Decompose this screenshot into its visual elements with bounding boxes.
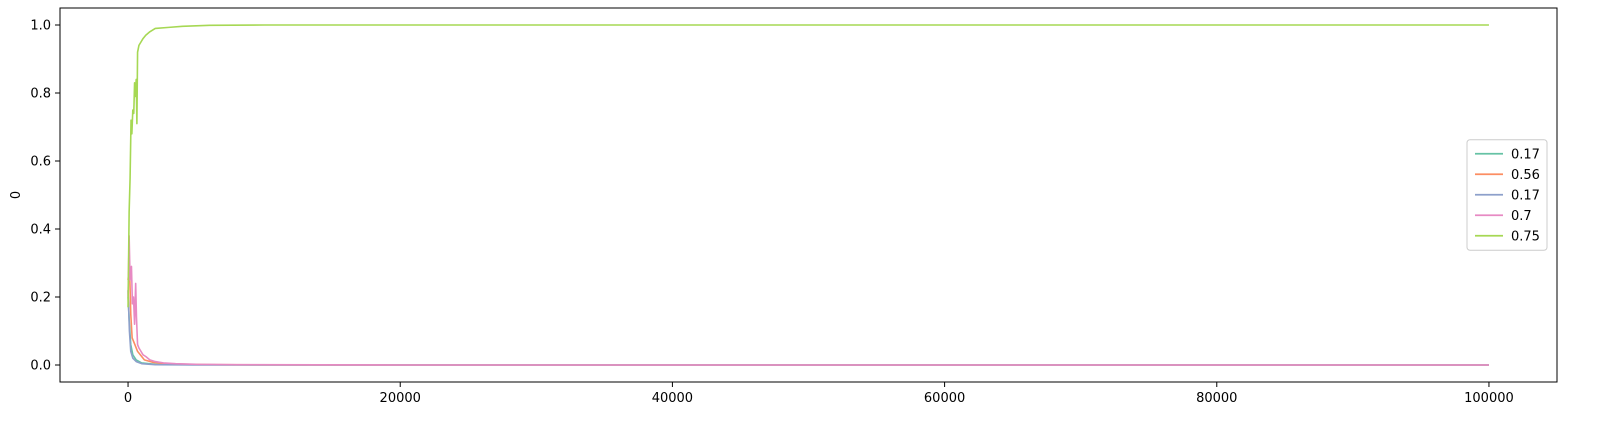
series-line-1	[127, 262, 1489, 366]
series-line-4	[127, 24, 1489, 308]
y-axis-label: 0	[9, 191, 24, 199]
legend-box	[1466, 139, 1548, 251]
axes-frame	[59, 7, 1558, 383]
legend-label: 0.17	[1511, 188, 1540, 203]
y-tick-label: 0.2	[30, 291, 51, 306]
series-line-0	[127, 296, 1489, 366]
series-line-2	[127, 290, 1489, 366]
plot-lines	[127, 24, 1489, 366]
x-tick-label: 100000	[1464, 391, 1514, 406]
legend-label: 0.7	[1511, 209, 1532, 224]
y-tick-label: 0.0	[30, 359, 51, 374]
legend-label: 0.17	[1511, 147, 1540, 162]
y-tick-label: 0.6	[30, 155, 51, 170]
x-tick-label: 20000	[380, 391, 421, 406]
y-tick-label: 1.0	[30, 19, 51, 34]
y-tick-label: 0.4	[30, 223, 51, 238]
x-axis-ticks: 0 20000 40000 60000 80000 100000	[124, 382, 1514, 406]
y-tick-label: 0.8	[30, 87, 51, 102]
legend-label: 0.56	[1511, 168, 1540, 183]
y-axis-ticks: 0.0 0.2 0.4 0.6 0.8 1.0	[30, 19, 60, 374]
x-tick-label: 60000	[924, 391, 965, 406]
series-line-3	[127, 235, 1489, 366]
x-tick-label: 40000	[652, 391, 693, 406]
x-tick-label: 80000	[1196, 391, 1237, 406]
legend-label: 0.75	[1511, 229, 1540, 244]
x-tick-label: 0	[124, 391, 132, 406]
legend: 0.17 0.56 0.17 0.7 0.75	[1466, 139, 1548, 251]
